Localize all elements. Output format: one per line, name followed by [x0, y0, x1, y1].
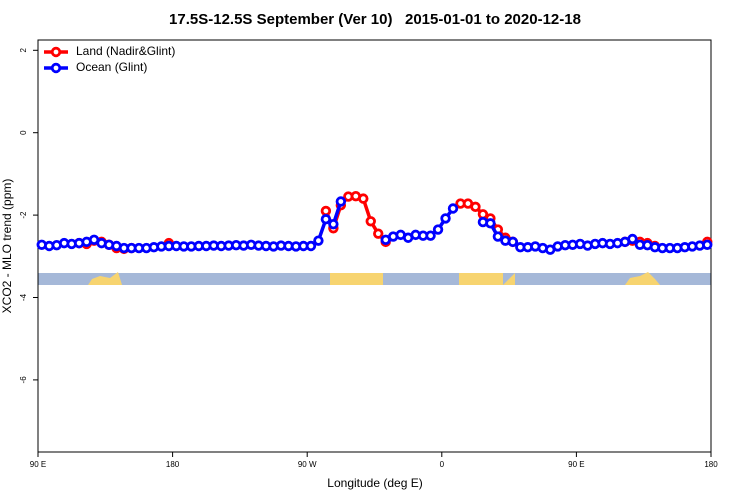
data-point	[470, 201, 481, 213]
data-point	[425, 230, 436, 241]
legend: Land (Nadir&Glint) Ocean (Glint)	[44, 44, 175, 74]
data-point	[702, 239, 713, 250]
data-point	[320, 214, 332, 225]
land-mask	[38, 272, 711, 285]
data-point	[485, 218, 496, 229]
data-point	[373, 228, 384, 239]
legend-label: Land (Nadir&Glint)	[76, 44, 175, 58]
data-point	[320, 205, 332, 217]
data-point	[507, 236, 519, 248]
x-tick-label: 0	[440, 460, 445, 469]
data-point	[627, 233, 638, 245]
y-tick-label: 0	[19, 130, 28, 135]
y-tick-label: -6	[19, 376, 28, 384]
data-point	[305, 240, 317, 252]
legend-marker	[50, 62, 62, 74]
data-point	[432, 224, 444, 235]
chart-title: 17.5S-12.5S September (Ver 10) 2015-01-0…	[169, 11, 581, 28]
data-point	[447, 203, 459, 214]
data-point	[328, 218, 339, 230]
data-point	[440, 213, 451, 224]
x-tick-label: 180	[166, 460, 180, 469]
x-tick-label: 180	[704, 460, 718, 469]
data-point	[358, 193, 369, 204]
data-point	[313, 235, 324, 246]
legend-marker	[50, 46, 62, 58]
y-tick-label: -2	[19, 211, 28, 219]
data-point	[492, 231, 504, 242]
data-point	[365, 216, 376, 227]
data-point	[335, 196, 347, 207]
x-axis-label: Longitude (deg E)	[327, 476, 422, 490]
x-tick-label: 90 E	[568, 460, 584, 469]
y-axis-label: XCO2 - MLO trend (ppm)	[0, 179, 14, 314]
legend-label: Ocean (Glint)	[76, 60, 147, 74]
x-tick-label: 90 E	[30, 460, 46, 469]
y-tick-label: -4	[19, 293, 28, 301]
y-tick-label: 2	[19, 48, 28, 53]
x-tick-label: 90 W	[298, 460, 317, 469]
